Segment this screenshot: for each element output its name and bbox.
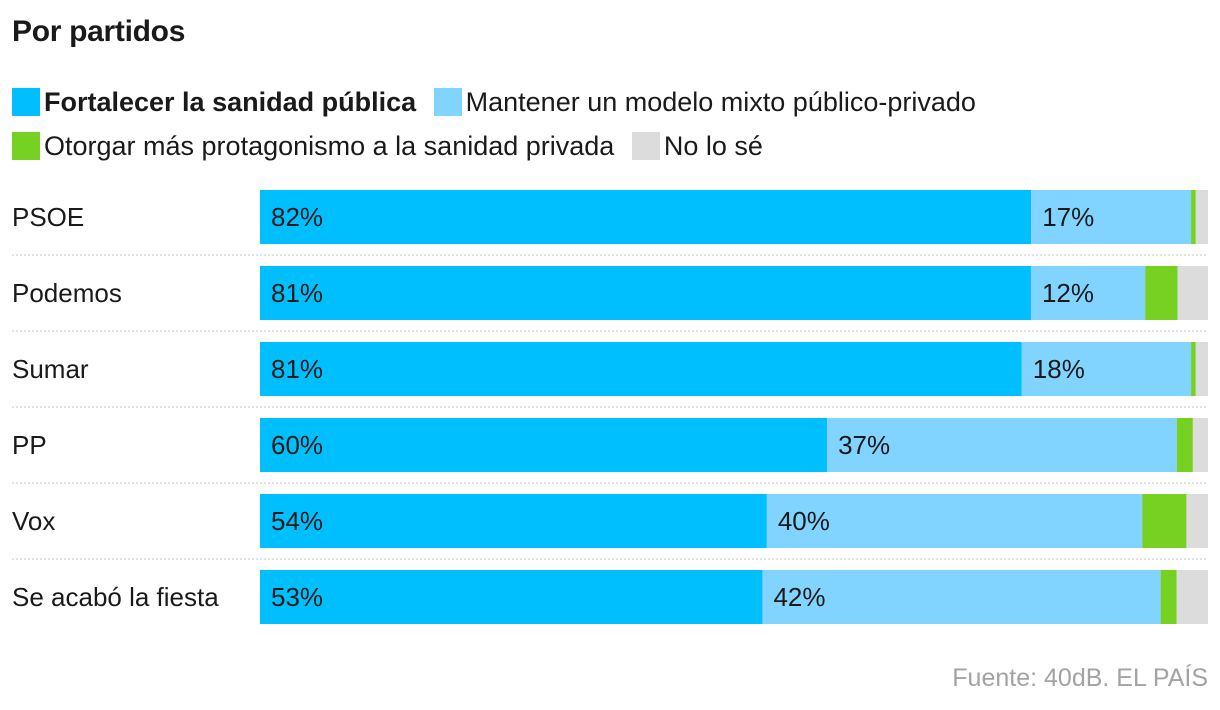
legend-swatch-no-lo-se bbox=[631, 132, 660, 160]
data-label-sumar-fortalecer: 81% bbox=[271, 354, 323, 384]
bar-segment-psoe-fortalecer bbox=[260, 190, 1032, 244]
bar-segment-pp-no-lo-se bbox=[1192, 418, 1208, 472]
category-label-podemos: Podemos bbox=[12, 278, 122, 308]
bar-segment-podemos-fortalecer bbox=[260, 266, 1031, 320]
legend-label-otorgar: Otorgar más protagonismo a la sanidad pr… bbox=[44, 131, 615, 161]
data-label-podemos-fortalecer: 81% bbox=[271, 278, 323, 308]
chart-title: Por partidos bbox=[12, 15, 186, 48]
data-label-se-acabo-la-fiesta-mantener: 42% bbox=[773, 582, 825, 612]
bar-segment-pp-otorgar bbox=[1176, 418, 1193, 472]
category-label-sumar: Sumar bbox=[12, 354, 89, 384]
bar-segment-sumar-mantener bbox=[1021, 342, 1192, 396]
bar-segment-vox-fortalecer bbox=[260, 494, 767, 548]
legend-swatch-mantener bbox=[433, 88, 462, 116]
bar-segment-psoe-mantener bbox=[1031, 190, 1192, 244]
data-label-sumar-mantener: 18% bbox=[1033, 354, 1085, 384]
data-label-pp-mantener: 37% bbox=[838, 430, 890, 460]
legend-label-mantener: Mantener un modelo mixto público-privado bbox=[465, 87, 976, 117]
bar-segment-sumar-otorgar bbox=[1191, 342, 1196, 396]
legend-swatch-otorgar bbox=[12, 132, 40, 160]
bar-segment-vox-mantener bbox=[766, 494, 1143, 548]
data-label-pp-fortalecer: 60% bbox=[271, 430, 323, 460]
legend-swatch-fortalecer bbox=[12, 88, 40, 116]
data-label-se-acabo-la-fiesta-fortalecer: 53% bbox=[271, 582, 323, 612]
legend-item-otorgar: Otorgar más protagonismo a la sanidad pr… bbox=[12, 131, 614, 161]
stacked-bar-chart: PSOE 82% 17% Podemos 81% 12% Sumar 81% 18% PP 60% 3… bbox=[12, 190, 1208, 624]
source-note: Fuente: 40dB. EL PAÍS bbox=[952, 664, 1208, 692]
bar-segment-podemos-otorgar bbox=[1145, 266, 1178, 320]
category-label-pp: PP bbox=[12, 430, 47, 460]
bar-segment-psoe-otorgar bbox=[1191, 190, 1196, 244]
category-label-se-acabo-la-fiesta: Se acabó la fiesta bbox=[12, 582, 219, 612]
bar-segment-podemos-mantener bbox=[1030, 266, 1146, 320]
bar-segment-se-acabo-la-fiesta-no-lo-se bbox=[1176, 570, 1208, 624]
chart-legend: Fortalecer la sanidad pública Mantener u… bbox=[12, 80, 992, 168]
legend-item-mantener: Mantener un modelo mixto público-privado bbox=[433, 87, 976, 117]
bar-segment-sumar-no-lo-se bbox=[1195, 342, 1208, 396]
legend-item-fortalecer: Fortalecer la sanidad pública bbox=[12, 87, 416, 117]
bar-segment-se-acabo-la-fiesta-fortalecer bbox=[260, 570, 763, 624]
data-label-podemos-mantener: 12% bbox=[1042, 278, 1094, 308]
bar-segment-pp-fortalecer bbox=[260, 418, 828, 472]
bar-segment-vox-no-lo-se bbox=[1186, 494, 1208, 548]
bar-segment-se-acabo-la-fiesta-mantener bbox=[762, 570, 1161, 624]
legend-item-no-lo-se: No lo sé bbox=[631, 131, 763, 161]
bar-segment-psoe-no-lo-se bbox=[1195, 190, 1208, 244]
bar-segment-se-acabo-la-fiesta-otorgar bbox=[1160, 570, 1177, 624]
data-label-vox-mantener: 40% bbox=[778, 506, 830, 536]
bar-segment-pp-mantener bbox=[827, 418, 1177, 472]
data-label-vox-fortalecer: 54% bbox=[271, 506, 323, 536]
category-label-vox: Vox bbox=[12, 506, 55, 536]
legend-label-no-lo-se: No lo sé bbox=[663, 131, 763, 161]
legend-label-fortalecer: Fortalecer la sanidad pública bbox=[44, 87, 417, 117]
data-label-psoe-fortalecer: 82% bbox=[271, 202, 323, 232]
category-label-psoe: PSOE bbox=[12, 202, 84, 232]
data-label-psoe-mantener: 17% bbox=[1042, 202, 1094, 232]
bar-segment-sumar-fortalecer bbox=[260, 342, 1022, 396]
bar-segment-podemos-no-lo-se bbox=[1177, 266, 1208, 320]
bar-segment-vox-otorgar bbox=[1142, 494, 1187, 548]
